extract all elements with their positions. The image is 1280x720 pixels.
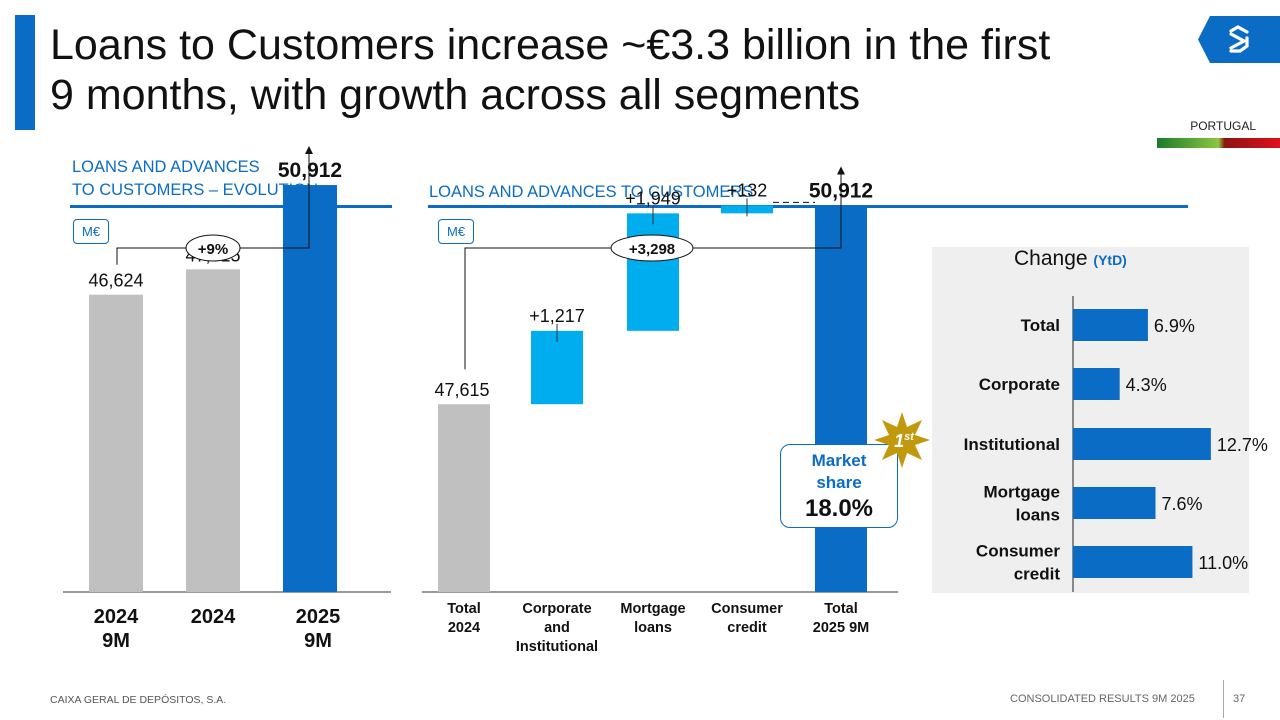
bridge-bar-5 <box>815 205 867 592</box>
change-category-label-4-line2: loans <box>1016 506 1060 525</box>
evolution-unit-label: M€ <box>73 219 110 244</box>
rank-star-icon <box>874 412 930 468</box>
bridge-unit-label: M€ <box>438 219 475 244</box>
bridge-bar-2 <box>531 330 583 405</box>
bridge-category-label-2-line3: Institutional <box>516 639 598 655</box>
change-category-label-3-line1: Institutional <box>964 435 1060 454</box>
cgd-logo <box>1198 16 1280 63</box>
bridge-value-label-1: 47,615 <box>434 380 489 400</box>
evolution-value-label-1: 46,624 <box>88 271 143 291</box>
logo-symbol-icon <box>1229 25 1249 53</box>
bridge-category-label-1-line2: 2024 <box>448 620 480 636</box>
title-accent-bar <box>15 15 35 130</box>
change-subtitle-text: (YtD) <box>1093 252 1127 268</box>
evolution-category-label-2-line1: 2024 <box>191 606 236 628</box>
change-value-label-2: 4.3% <box>1126 375 1167 395</box>
bridge-category-label-3-line2: loans <box>634 620 672 636</box>
change-value-label-1: 6.9% <box>1154 316 1195 336</box>
change-bar-1 <box>1073 309 1148 341</box>
market-share-value: 18.0% <box>804 495 874 522</box>
bridge-bar-1 <box>438 404 490 592</box>
change-category-label-5-line1: Consumer <box>976 542 1060 561</box>
evolution-title-line1: LOANS AND ADVANCES <box>72 158 260 176</box>
change-bar-4 <box>1073 487 1156 519</box>
change-category-label-1-line1: Total <box>1021 316 1060 335</box>
change-value-label-4: 7.6% <box>1162 494 1203 514</box>
change-value-label-3: 12.7% <box>1217 435 1268 455</box>
bridge-section-underline <box>428 205 1188 208</box>
change-value-label-5: 11.0% <box>1198 553 1248 573</box>
evolution-category-label-1-line2: 9M <box>102 630 130 652</box>
rank-suffix: st <box>904 431 915 443</box>
evolution-category-label-3-line2: 9M <box>304 630 332 652</box>
bridge-value-label-3: +1,949 <box>625 188 681 208</box>
change-category-label-4-line1: Mortgage <box>984 483 1061 502</box>
bridge-category-label-5-line2: 2025 9M <box>813 620 869 636</box>
evolution-growth-bubble <box>185 234 241 262</box>
bridge-category-label-2-line1: Corporate <box>522 601 591 617</box>
bridge-section-title: LOANS AND ADVANCES TO CUSTOMERS <box>429 183 754 201</box>
market-share-label-line2: share <box>816 473 862 492</box>
bridge-category-label-4-line2: credit <box>727 620 767 636</box>
page-title: Loans to Customers increase ~€3.3 billio… <box>50 21 1051 119</box>
bridge-total-label: +3,298 <box>629 241 675 258</box>
evolution-value-label-3: 50,912 <box>278 159 342 182</box>
bridge-category-label-4-line1: Consumer <box>711 601 783 617</box>
change-panel-title: Change (YtD) <box>1014 247 1127 271</box>
change-bar-2 <box>1073 368 1120 400</box>
bridge-category-label-1-line1: Total <box>447 601 481 617</box>
evolution-section-underline <box>70 205 392 208</box>
change-category-label-2-line1: Corporate <box>979 375 1060 394</box>
market-share-box: Market share 18.0% <box>780 444 898 528</box>
change-title-text: Change <box>1014 247 1088 270</box>
footer-divider <box>1223 680 1224 718</box>
bridge-value-label-2: +1,217 <box>529 306 585 326</box>
evolution-section-title: LOANS AND ADVANCES TO CUSTOMERS – EVOLUT… <box>72 156 318 202</box>
bridge-category-label-5-line1: Total <box>824 601 858 617</box>
bridge-value-label-4: +132 <box>727 180 768 200</box>
rank-number: 1 <box>894 431 904 451</box>
change-category-label-5-line2: credit <box>1014 565 1061 584</box>
evolution-bar-1 <box>89 294 143 592</box>
evolution-bar-3 <box>283 185 337 592</box>
market-share-label-line1: Market <box>811 451 867 470</box>
bridge-bar-3 <box>627 213 679 331</box>
evolution-title-line2: TO CUSTOMERS – EVOLUTION <box>72 181 319 199</box>
country-label: PORTUGAL <box>1190 119 1256 133</box>
bridge-category-label-3-line1: Mortgage <box>620 601 685 617</box>
svg-text:1st: 1st <box>894 431 915 451</box>
change-bar-3 <box>1073 428 1211 460</box>
change-bar-5 <box>1073 546 1193 578</box>
evolution-category-label-3-line1: 2025 <box>296 606 341 628</box>
first-rank-badge: 1st <box>874 412 930 468</box>
evolution-category-label-1-line1: 2024 <box>94 606 139 628</box>
page-number: 37 <box>1233 693 1246 705</box>
change-ytd-panel <box>932 247 1249 593</box>
bridge-category-label-2-line2: and <box>544 620 570 636</box>
portugal-color-strip <box>1157 138 1280 148</box>
bridge-total-bubble <box>610 234 694 262</box>
evolution-bar-2 <box>186 269 240 592</box>
footer-report: CONSOLIDATED RESULTS 9M 2025 <box>1010 693 1195 705</box>
evolution-growth-label: +9% <box>198 241 228 258</box>
footer-company: CAIXA GERAL DE DEPÓSITOS, S.A. <box>50 694 227 706</box>
